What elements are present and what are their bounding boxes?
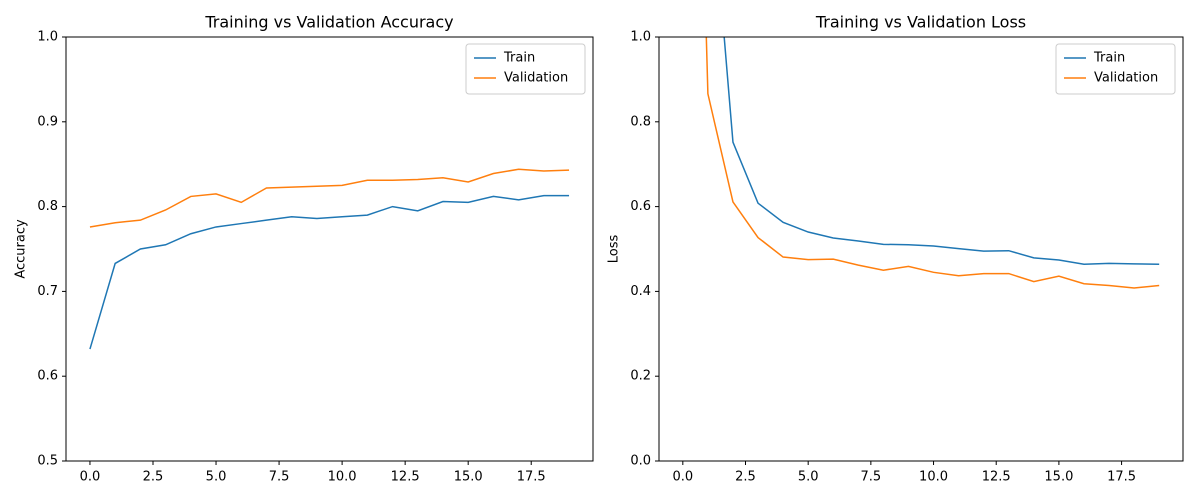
legend-box — [1055, 43, 1176, 95]
panel: Training vs Validation Loss Loss 0.0 2.5 5.0… — [607, 13, 1184, 485]
x-tick-label: 7.5 — [861, 470, 882, 485]
x-tick-label: 5.0 — [798, 470, 819, 485]
x-tick-label: 0.0 — [80, 470, 101, 485]
chart-title: Training vs Validation Accuracy — [204, 13, 453, 32]
x-tick-label: 0.0 — [672, 470, 693, 485]
legend-label: Validation — [504, 71, 568, 86]
panel: Training vs Validation Accuracy Accuracy 0… — [14, 13, 594, 485]
x-tick-label: 5.0 — [206, 470, 227, 485]
y-tick-label: 1.0 — [630, 30, 651, 45]
x-tick-label: 12.5 — [982, 470, 1011, 485]
y-tick-label: 0.7 — [37, 284, 58, 299]
x-tick-label: 15.0 — [1044, 470, 1073, 485]
legend-label: Train — [503, 51, 535, 66]
x-tick-label: 17.5 — [517, 470, 546, 485]
axes-frame — [65, 36, 594, 462]
legend-box — [465, 43, 586, 95]
x-tick-label: 12.5 — [391, 470, 420, 485]
y-tick-label: 0.5 — [37, 454, 58, 469]
y-tick-label: 1.0 — [37, 30, 58, 45]
chart-title: Training vs Validation Loss — [815, 13, 1026, 32]
x-tick-label: 17.5 — [1107, 470, 1136, 485]
x-tick-label: 7.5 — [269, 470, 290, 485]
series-line — [89, 194, 570, 350]
axes-frame — [658, 36, 1184, 462]
y-tick-label: 0.2 — [630, 369, 651, 384]
y-tick-label: 0.6 — [37, 369, 58, 384]
x-tick-label: 10.0 — [328, 470, 357, 485]
y-axis-label: Loss — [607, 235, 622, 264]
plot-area — [705, 37, 1160, 289]
series-line — [723, 37, 1160, 266]
y-tick-label: 0.6 — [630, 199, 651, 214]
y-tick-label: 0.8 — [37, 199, 58, 214]
y-tick-label: 0.4 — [630, 284, 651, 299]
x-tick-label: 2.5 — [143, 470, 164, 485]
plot-area — [89, 168, 570, 350]
y-tick-label: 0.8 — [630, 114, 651, 129]
y-tick-label: 0.0 — [630, 454, 651, 469]
x-tick-label: 2.5 — [735, 470, 756, 485]
legend-label: Validation — [1094, 71, 1158, 86]
x-tick-label: 10.0 — [919, 470, 948, 485]
series-line — [705, 37, 1160, 289]
series-line — [89, 168, 570, 228]
x-tick-label: 15.0 — [454, 470, 483, 485]
y-tick-label: 0.9 — [37, 114, 58, 129]
y-axis-label: Accuracy — [14, 219, 29, 279]
legend-label: Train — [1093, 51, 1125, 66]
